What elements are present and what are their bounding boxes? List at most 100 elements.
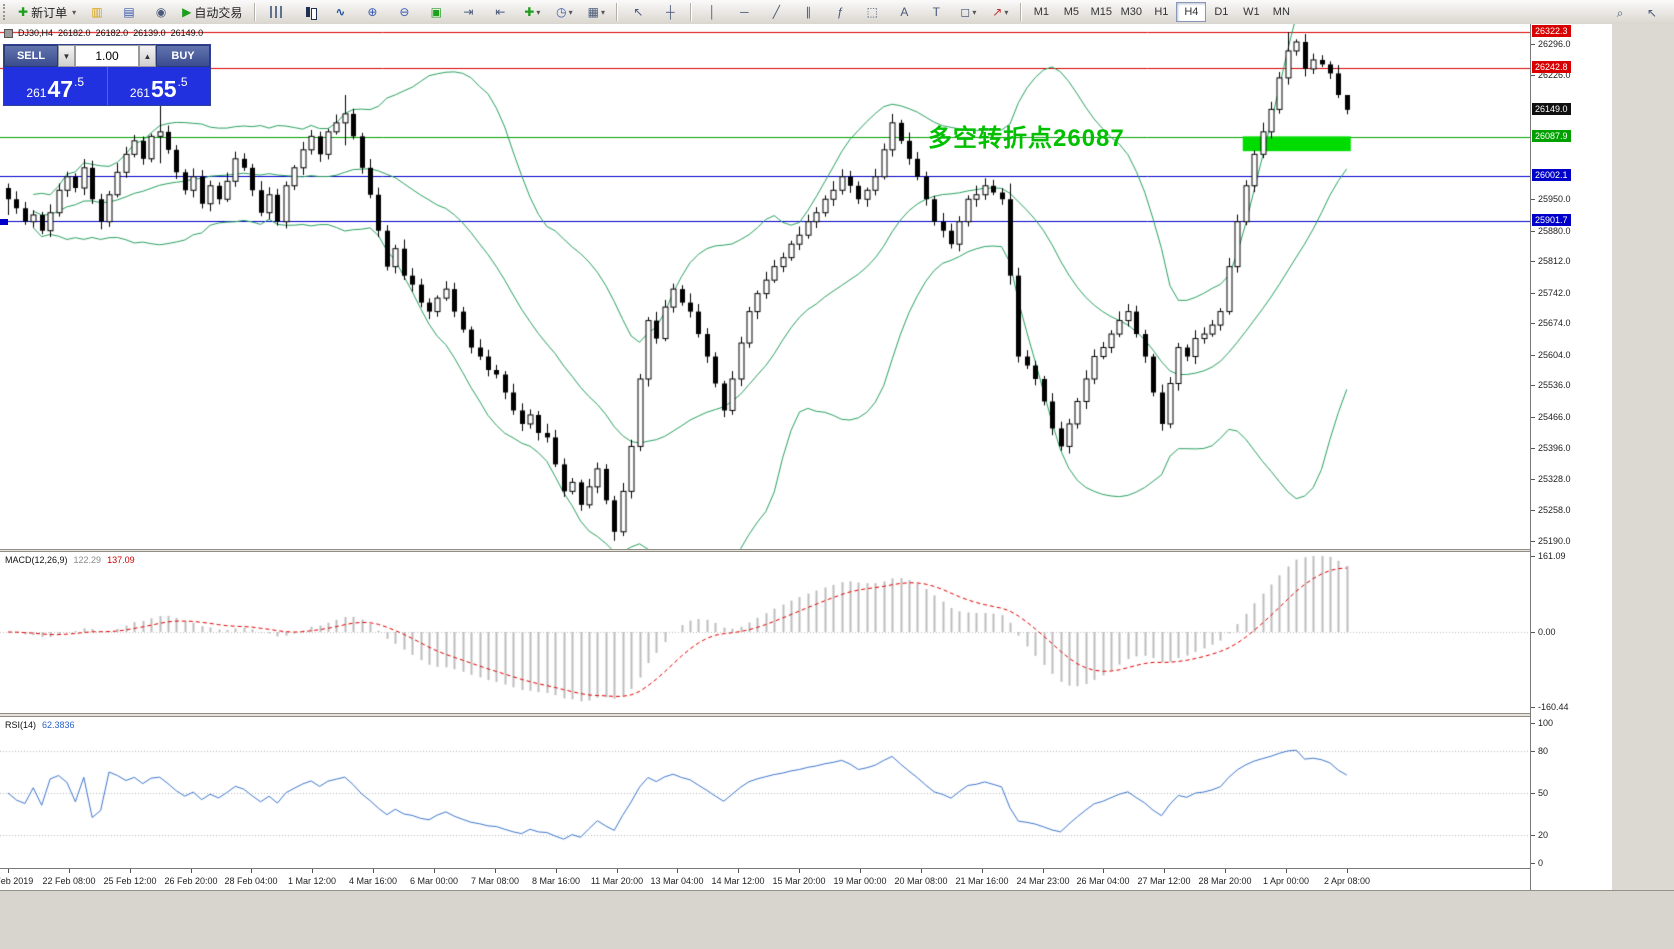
macd-axis-label: 161.09 bbox=[1538, 551, 1566, 562]
price-digits: 261 bbox=[129, 86, 150, 100]
timeframe-H4[interactable]: H4 bbox=[1176, 2, 1207, 22]
candlestick-chart-button[interactable] bbox=[293, 1, 323, 23]
rsi-axis-tick bbox=[1531, 723, 1535, 724]
zoom-out-button[interactable]: ⊖ bbox=[389, 1, 419, 23]
pointer-icon: ↖ bbox=[1646, 6, 1658, 20]
rsi-axis-label: 100 bbox=[1538, 718, 1554, 728]
text-label-tool[interactable]: T bbox=[921, 1, 951, 23]
vertical-line-tool[interactable]: │ bbox=[697, 1, 727, 23]
time-axis-tick bbox=[617, 869, 618, 873]
time-axis-tick bbox=[312, 869, 313, 873]
crosshair-button[interactable]: ┼ bbox=[655, 1, 685, 23]
timeframe-M1[interactable]: M1 bbox=[1033, 6, 1049, 18]
market-watch-button[interactable]: ▥ bbox=[82, 1, 112, 23]
shapes-icon: ◻ bbox=[960, 5, 971, 19]
tile-windows-button[interactable]: ▣ bbox=[421, 1, 451, 23]
periods-button[interactable]: ◷ ▾ bbox=[549, 1, 579, 23]
data-window-button[interactable]: ▤ bbox=[114, 1, 144, 23]
arrow-icon: ↗ bbox=[992, 5, 1003, 19]
pointer-mode-button[interactable]: ↖ bbox=[1637, 2, 1667, 24]
text-tool[interactable]: A bbox=[889, 1, 919, 23]
time-axis-tick bbox=[373, 869, 374, 873]
timeframe-M5[interactable]: M5 bbox=[1063, 6, 1079, 18]
time-axis-label: 1 Apr 00:00 bbox=[1262, 876, 1310, 886]
price-axis-label: 25466.0 bbox=[1538, 411, 1571, 422]
time-axis-label: 2 Apr 08:00 bbox=[1323, 876, 1371, 886]
open-value: 26182.0 bbox=[58, 28, 91, 38]
volume-increase-button[interactable]: ▲ bbox=[139, 45, 156, 67]
trendline-tool[interactable]: ╱ bbox=[761, 1, 791, 23]
horizontal-line-tool[interactable]: ─ bbox=[729, 1, 759, 23]
zoom-in-button[interactable]: ⊕ bbox=[357, 1, 387, 23]
buy-button[interactable]: BUY bbox=[156, 45, 210, 67]
shapes-tool[interactable]: ◻ ▾ bbox=[953, 1, 983, 23]
hline-price-tag: 25901.7 bbox=[1532, 213, 1571, 226]
main-toolbar: ✚ 新订单 ▾ ▥ ▤ ◉ ▶ 自动交易 ∿ ⊕ ⊖ ▣ ⇥ ⇤ ✚ ▾ ◷ ▾ ▦… bbox=[0, 0, 1674, 25]
rsi-axis-tick bbox=[1531, 835, 1535, 836]
auto-scroll-icon: ⇥ bbox=[463, 5, 474, 19]
autotrade-label: 自动交易 bbox=[194, 5, 243, 20]
price-digits: 261 bbox=[26, 86, 47, 100]
timeframe-D1[interactable]: D1 bbox=[1214, 6, 1229, 18]
sell-button[interactable]: SELL bbox=[4, 45, 58, 67]
panel-splitter[interactable] bbox=[0, 549, 1530, 552]
price-digits: 47 bbox=[47, 76, 74, 102]
timeframe-M30[interactable]: M30 bbox=[1120, 6, 1143, 18]
sell-price[interactable]: 261 47.5 bbox=[4, 67, 108, 105]
bar-chart-button[interactable] bbox=[261, 1, 291, 23]
timeframe-W1[interactable]: W1 bbox=[1243, 6, 1260, 18]
buy-price[interactable]: 261 55.5 bbox=[108, 67, 211, 105]
window-right-gutter bbox=[1612, 24, 1674, 890]
chevron-down-icon: ▾ bbox=[601, 7, 606, 17]
time-axis-label: 21 Feb 2019 bbox=[0, 876, 34, 886]
time-axis-tick bbox=[556, 869, 557, 873]
main-price-chart[interactable] bbox=[0, 24, 1530, 549]
time-axis-label: 19 Mar 00:00 bbox=[833, 876, 887, 886]
volume-input[interactable] bbox=[75, 45, 139, 67]
arrow-tool[interactable]: ↗ ▾ bbox=[985, 1, 1015, 23]
chart-shift-button[interactable]: ⇤ bbox=[485, 1, 515, 23]
price-digits: 55 bbox=[150, 76, 177, 102]
templates-button[interactable]: ▦ ▾ bbox=[581, 1, 611, 23]
price-axis-label: 25742.0 bbox=[1538, 287, 1571, 298]
data-window-icon: ▤ bbox=[123, 5, 135, 19]
timeframe-H1[interactable]: H1 bbox=[1154, 6, 1169, 18]
channel-tool[interactable]: ∥ bbox=[793, 1, 823, 23]
time-axis-label: 26 Feb 20:00 bbox=[164, 876, 218, 886]
toolbar-grip[interactable] bbox=[3, 4, 10, 20]
cursor-button[interactable]: ↖ bbox=[623, 1, 653, 23]
time-axis-label: 15 Mar 20:00 bbox=[772, 876, 826, 886]
autotrade-button[interactable]: ▶ 自动交易 bbox=[178, 1, 249, 23]
volume-decrease-button[interactable]: ▼ bbox=[58, 45, 75, 67]
fibonacci-tool[interactable]: ƒ bbox=[825, 1, 855, 23]
price-axis-label: 25190.0 bbox=[1538, 535, 1571, 546]
time-axis[interactable]: 21 Feb 2019 22 Feb 08:00 25 Feb 12:00 26 Fe… bbox=[0, 868, 1530, 891]
time-axis-tick bbox=[251, 869, 252, 873]
timeframe-MN[interactable]: MN bbox=[1272, 6, 1290, 18]
search-button[interactable]: ⌕ bbox=[1605, 2, 1635, 24]
price-axis-tick bbox=[1531, 479, 1535, 480]
hline-price-tag: 26087.9 bbox=[1532, 130, 1571, 143]
timeframe-M15[interactable]: M15 bbox=[1090, 6, 1113, 18]
line-chart-button[interactable]: ∿ bbox=[325, 1, 355, 23]
macd-indicator-panel[interactable] bbox=[0, 552, 1530, 713]
rsi-axis-label: 0 bbox=[1538, 858, 1544, 868]
toolbar-separator bbox=[1020, 3, 1023, 21]
grid-tool[interactable]: ⬚ bbox=[857, 1, 887, 23]
panel-splitter[interactable] bbox=[0, 713, 1530, 717]
zoom-in-icon: ⊕ bbox=[367, 5, 378, 19]
price-axis[interactable]: 26296.0 26226.0 25950.0 25880.0 25812.0 25742… bbox=[1530, 24, 1613, 890]
rsi-indicator-panel[interactable] bbox=[0, 717, 1530, 868]
macd-axis-tick bbox=[1531, 707, 1535, 709]
toolbar-right-group: ⌕ ↖ bbox=[1604, 2, 1668, 24]
auto-scroll-button[interactable]: ⇥ bbox=[453, 1, 483, 23]
new-order-button[interactable]: ✚ 新订单 ▾ bbox=[14, 1, 80, 23]
price-axis-tick bbox=[1531, 448, 1535, 449]
navigator-button[interactable]: ◉ bbox=[146, 1, 176, 23]
price-axis-label: 26226.0 bbox=[1538, 70, 1571, 81]
add-indicator-button[interactable]: ✚ ▾ bbox=[517, 1, 547, 23]
time-axis-tick bbox=[921, 869, 922, 873]
line-anchor-marker[interactable] bbox=[0, 219, 8, 225]
time-axis-label: 7 Mar 08:00 bbox=[470, 876, 520, 886]
macd-histogram-value: 122.29 bbox=[73, 555, 102, 565]
